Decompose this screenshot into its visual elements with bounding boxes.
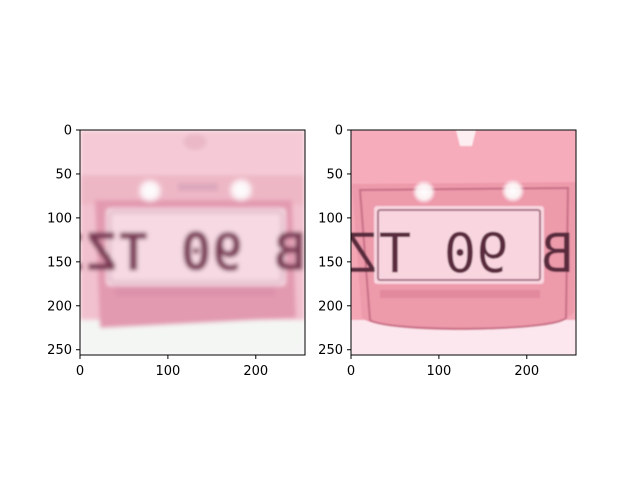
right-y-tick-label-1: 50	[326, 167, 343, 182]
right-plate-text: SB 90 TZ1	[314, 222, 607, 285]
right-axis-ticks: 0 100 200 0 50 100 150 200 250	[318, 124, 539, 380]
left-y-tick-label-0: 0	[64, 124, 72, 139]
left-y-tick-label-3: 150	[47, 255, 72, 270]
left-plate-text: SB 90 TZ1	[55, 223, 337, 283]
left-image: SB 90 TZ1	[55, 130, 337, 355]
right-y-tick-label-3: 150	[318, 255, 343, 270]
left-y-tick-label-4: 200	[47, 299, 72, 314]
right-y-tick-label-5: 250	[318, 343, 343, 358]
left-x-tick-label-1: 100	[155, 364, 180, 379]
right-y-tick-label-2: 100	[318, 211, 343, 226]
right-x-tick-label-1: 100	[426, 364, 451, 379]
left-y-tick-label-5: 250	[47, 343, 72, 358]
right-y-tick-label-0: 0	[335, 124, 343, 139]
left-y-tick-label-2: 100	[47, 211, 72, 226]
right-y-tick-label-4: 200	[318, 299, 343, 314]
left-y-tick-label-1: 50	[55, 167, 72, 182]
left-x-tick-label-0: 0	[76, 364, 84, 379]
right-axes-frame	[350, 129, 577, 356]
left-axes-frame	[79, 129, 306, 356]
left-x-tick-label-2: 200	[243, 364, 268, 379]
left-axis-ticks: 0 100 200 0 50 100 150 200 250	[47, 124, 268, 380]
right-image: SB 90 TZ1	[314, 130, 607, 355]
right-x-tick-label-0: 0	[347, 364, 355, 379]
right-x-tick-label-2: 200	[514, 364, 539, 379]
